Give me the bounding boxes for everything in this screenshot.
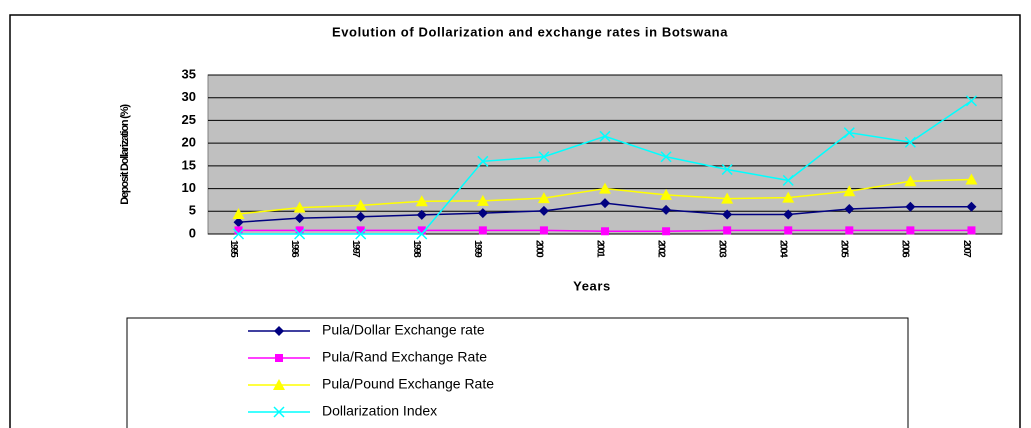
legend-box <box>126 317 909 428</box>
marker <box>722 209 733 220</box>
marker <box>232 208 245 220</box>
legend-marker <box>273 406 285 418</box>
marker <box>416 228 428 240</box>
marker <box>477 155 489 167</box>
x-tick-label: 1995 <box>228 240 239 258</box>
marker <box>478 226 487 235</box>
marker <box>417 226 426 235</box>
marker <box>966 201 977 212</box>
legend-label: Pula/Dollar Exchange rate <box>322 322 485 338</box>
y-tick-label: 25 <box>182 112 196 127</box>
marker <box>721 192 734 204</box>
legend-marker <box>275 354 283 362</box>
marker <box>273 379 285 390</box>
marker <box>599 130 611 142</box>
marker <box>295 226 304 235</box>
marker <box>965 173 978 185</box>
x-tick-label: 2004 <box>778 240 789 258</box>
marker <box>843 127 855 139</box>
marker <box>661 204 672 215</box>
x-tick-label: 2007 <box>961 240 972 258</box>
x-tick-label: 1997 <box>350 240 361 258</box>
marker <box>293 201 306 213</box>
chart-title: Evolution of Dollarization and exchange … <box>332 24 728 39</box>
marker <box>723 226 732 235</box>
x-tick-label: 1999 <box>472 240 483 258</box>
marker <box>904 175 917 187</box>
marker <box>662 227 671 236</box>
marker <box>233 217 244 228</box>
marker <box>537 192 550 204</box>
x-tick-label: 2005 <box>839 240 850 258</box>
marker <box>600 198 610 209</box>
marker <box>904 136 916 148</box>
marker <box>477 208 488 219</box>
x-tick-label: 1996 <box>289 240 300 258</box>
marker <box>356 226 365 235</box>
marker <box>234 226 243 235</box>
marker <box>782 174 794 186</box>
marker <box>355 211 366 222</box>
y-tick-label: 20 <box>182 135 196 150</box>
marker <box>415 195 428 207</box>
marker <box>844 204 855 215</box>
marker <box>538 205 549 216</box>
marker <box>599 182 611 194</box>
marker <box>721 163 733 176</box>
y-tick-label: 30 <box>182 89 196 104</box>
legend-marker <box>273 379 285 390</box>
marker <box>476 194 489 206</box>
marker <box>273 406 285 418</box>
y-tick-label: 5 <box>189 203 196 218</box>
x-tick-label: 2002 <box>655 240 666 258</box>
marker <box>275 354 283 362</box>
legend-marker <box>274 326 284 336</box>
legend-label: Pula/Rand Exchange Rate <box>322 349 487 365</box>
marker <box>782 191 795 203</box>
marker <box>354 199 367 211</box>
marker <box>845 226 854 235</box>
x-axis-label: Years <box>573 278 611 293</box>
marker <box>783 209 794 220</box>
marker <box>660 188 673 200</box>
marker <box>967 226 976 235</box>
marker <box>906 226 915 235</box>
marker <box>416 209 427 220</box>
marker <box>601 227 609 236</box>
x-tick-label: 2001 <box>594 240 605 258</box>
legend-label: Pula/Pound Exchange Rate <box>322 376 494 392</box>
marker <box>294 228 306 240</box>
x-tick-label: 1998 <box>411 240 422 258</box>
y-axis-label: Deposit Dollarization (%) <box>119 104 131 205</box>
x-tick-label: 2006 <box>900 240 911 258</box>
x-tick-label: 2000 <box>533 240 544 258</box>
y-tick-label: 10 <box>182 180 196 195</box>
marker <box>843 185 856 197</box>
marker <box>784 226 793 235</box>
y-tick-label: 0 <box>189 225 196 240</box>
marker <box>294 213 305 224</box>
legend-label: Dollarization Index <box>322 403 437 419</box>
y-tick-label: 15 <box>182 157 196 172</box>
marker <box>905 201 916 212</box>
marker <box>355 228 367 240</box>
plot-area <box>207 74 1003 235</box>
y-tick-label: 35 <box>182 66 196 81</box>
marker <box>965 95 977 107</box>
marker <box>660 151 672 163</box>
marker <box>274 326 284 336</box>
marker <box>233 228 245 240</box>
marker <box>538 151 550 163</box>
x-tick-label: 2003 <box>717 240 728 258</box>
marker <box>539 226 548 235</box>
